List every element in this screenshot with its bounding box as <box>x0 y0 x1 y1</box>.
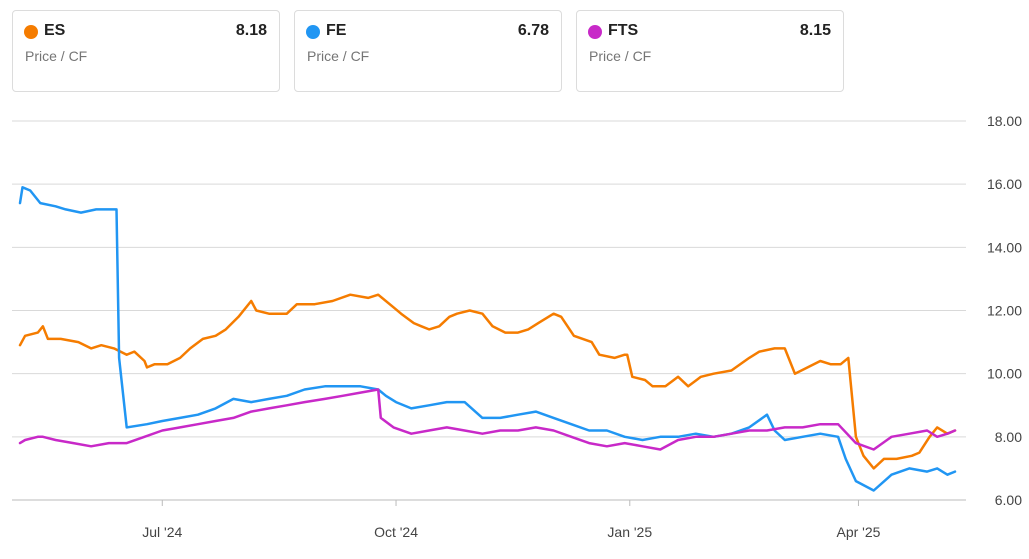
card-metric: Price / CF <box>589 48 652 64</box>
fe-color-dot-icon <box>306 25 320 39</box>
y-tick-label: 6.00 <box>995 492 1022 508</box>
x-tick-label: Oct '24 <box>374 524 418 540</box>
y-tick-label: 10.00 <box>987 366 1022 382</box>
card-fe[interactable]: FE 6.78 Price / CF <box>294 10 562 92</box>
card-metric: Price / CF <box>307 48 370 64</box>
y-tick-label: 16.00 <box>987 176 1022 192</box>
card-fts[interactable]: FTS 8.15 Price / CF <box>576 10 844 92</box>
card-ticker: FE <box>326 22 347 39</box>
chart-grid <box>12 120 966 501</box>
x-tick-label: Jul '24 <box>142 524 182 540</box>
y-tick-label: 8.00 <box>995 429 1022 445</box>
x-tick-label: Apr '25 <box>836 524 880 540</box>
card-value: 8.15 <box>799 22 831 39</box>
series-line-es <box>18 293 957 470</box>
x-axis: Jul '24 Oct '24 Jan '25 Apr '25 <box>142 500 881 540</box>
series-line-fe <box>18 186 957 492</box>
es-color-dot-icon <box>24 25 38 39</box>
card-es[interactable]: ES 8.18 Price / CF <box>12 10 280 92</box>
card-ticker: ES <box>44 22 66 39</box>
y-tick-label: 12.00 <box>987 303 1022 319</box>
card-ticker: FTS <box>608 22 639 39</box>
series-line-fts <box>18 388 957 451</box>
y-axis: 18.00 16.00 14.00 12.00 10.00 8.00 6.00 <box>987 113 1022 508</box>
fts-color-dot-icon <box>588 25 602 39</box>
y-tick-label: 14.00 <box>987 239 1022 255</box>
card-value: 6.78 <box>517 22 549 39</box>
y-tick-label: 18.00 <box>987 113 1022 129</box>
card-value: 8.18 <box>235 22 267 39</box>
x-tick-label: Jan '25 <box>607 524 652 540</box>
chart-series <box>18 186 957 492</box>
card-metric: Price / CF <box>25 48 88 64</box>
